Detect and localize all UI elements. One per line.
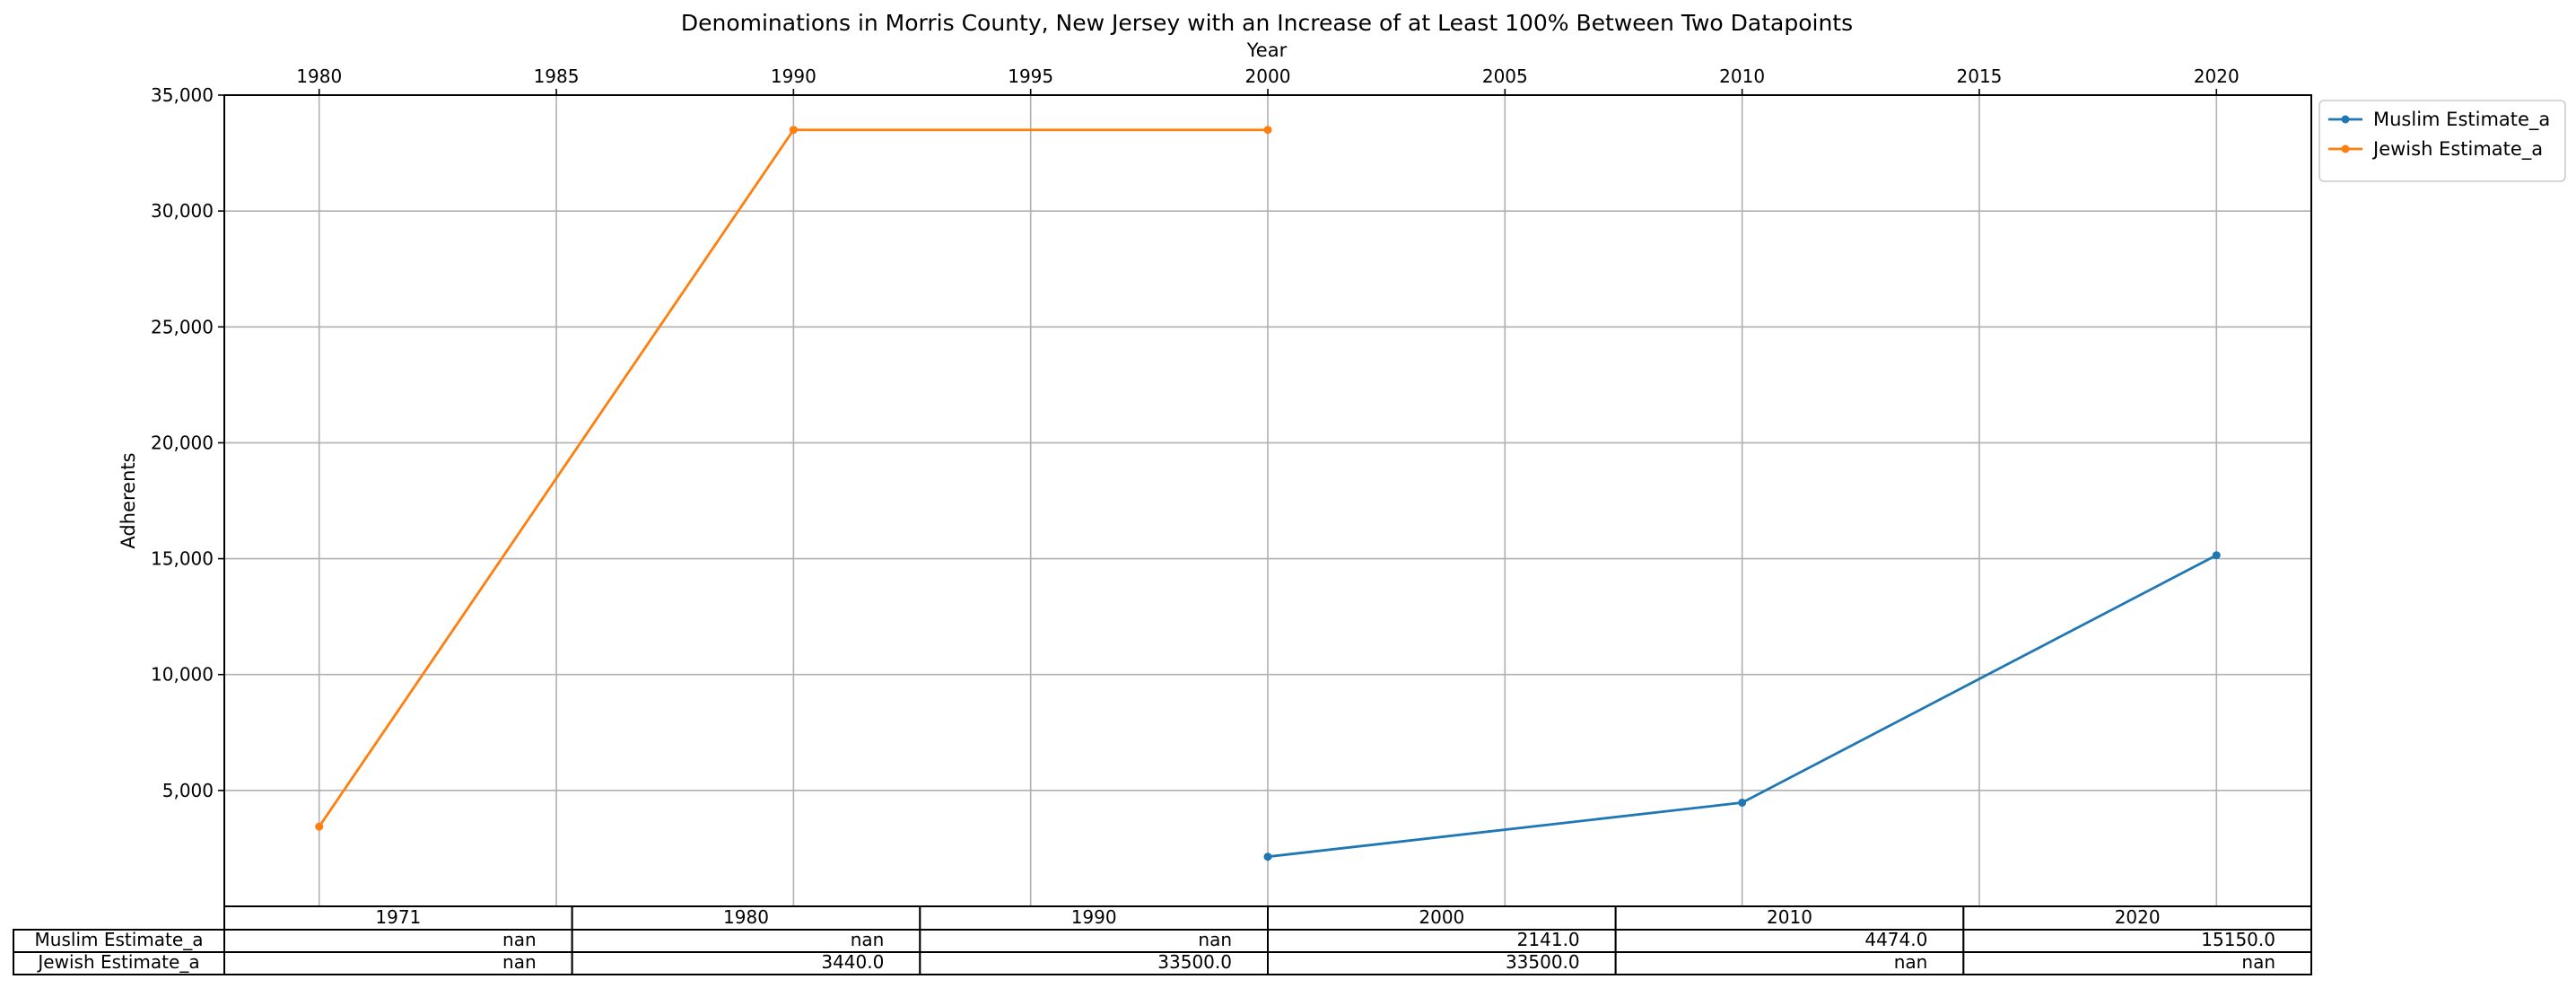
legend-box — [2318, 100, 2566, 182]
data-point — [1263, 852, 1272, 861]
legend-swatch-marker — [2341, 144, 2350, 153]
x-tick-label: 2020 — [2194, 66, 2240, 87]
data-point — [315, 822, 324, 831]
y-tick-label: 10,000 — [151, 664, 214, 686]
table-cell-value: 4474.0 — [1864, 929, 1927, 950]
x-tick-label: 2005 — [1482, 66, 1528, 87]
table-row-label: Jewish Estimate_a — [36, 951, 199, 973]
table-cell-value: 33500.0 — [1157, 951, 1232, 973]
table-header-cell — [571, 905, 921, 931]
y-tick-label: 25,000 — [151, 316, 214, 337]
grid-layer — [224, 94, 2311, 906]
table-header-label: 1980 — [723, 906, 769, 928]
series-layer — [315, 126, 2221, 861]
x-tick-label: 2000 — [1245, 66, 1291, 87]
data-point — [1263, 126, 1272, 135]
table-cell-value: 3440.0 — [821, 951, 884, 973]
table-header-cell — [1267, 905, 1617, 931]
table-header-label: 2000 — [1419, 906, 1464, 928]
data-table: 1971 1980 1990 2000 2010 2020 Muslim Estimate_… — [13, 905, 2312, 975]
y-tick-label: 15,000 — [151, 548, 214, 570]
table-cell-value: 33500.0 — [1506, 951, 1580, 973]
table-header-cell — [919, 905, 1270, 931]
legend-swatch-marker — [2341, 115, 2350, 124]
table-cell-value: 2141.0 — [1517, 929, 1580, 950]
table-cell-value: nan — [1198, 929, 1232, 950]
data-point — [1738, 798, 1747, 807]
table-row-label: Muslim Estimate_a — [35, 929, 204, 950]
table-header-label: 2020 — [2115, 906, 2161, 928]
ticks-layer: 1980 1985 1990 1995 2000 2005 2010 2015 2020 5,00… — [151, 66, 2240, 801]
x-tick-label: 1985 — [534, 66, 580, 87]
legend-label: Muslim Estimate_a — [2373, 109, 2550, 131]
table-cell — [223, 951, 573, 975]
data-point — [2212, 551, 2221, 560]
table-cell-value: nan — [2241, 951, 2275, 973]
table-cell — [919, 951, 1270, 975]
x-tick-label: 2010 — [1719, 66, 1765, 87]
table-header-label: 1971 — [375, 906, 421, 928]
table-cell-value: 15150.0 — [2201, 929, 2275, 950]
table-header-cell — [1962, 905, 2312, 931]
table-header-cell — [223, 905, 573, 931]
table-header-label: 2010 — [1767, 906, 1812, 928]
table-cell — [1614, 951, 1965, 975]
table-cell-value: nan — [1894, 951, 1928, 973]
y-tick-label: 35,000 — [151, 84, 214, 106]
data-point — [789, 126, 798, 135]
y-axis-label: Adherents — [118, 452, 139, 548]
x-tick-label: 1990 — [771, 66, 816, 87]
table-cell-value: nan — [502, 929, 537, 950]
x-tick-label: 1980 — [296, 66, 342, 87]
y-tick-label: 5,000 — [162, 780, 214, 801]
table-header-label: 1990 — [1071, 906, 1117, 928]
x-tick-label: 2015 — [1957, 66, 2003, 87]
table-cell-value: nan — [851, 929, 885, 950]
chart-title: Denominations in Morris County, New Jers… — [681, 10, 1853, 36]
legend: Muslim Estimate_a Jewish Estimate_a — [2318, 100, 2566, 182]
table-cell — [1962, 951, 2312, 975]
x-axis-label: Year — [1246, 39, 1288, 61]
x-tick-label: 1995 — [1008, 66, 1053, 87]
y-tick-label: 20,000 — [151, 432, 214, 453]
y-tick-label: 30,000 — [151, 200, 214, 222]
legend-label: Jewish Estimate_a — [2371, 138, 2543, 161]
table-cell-value: nan — [502, 951, 537, 973]
